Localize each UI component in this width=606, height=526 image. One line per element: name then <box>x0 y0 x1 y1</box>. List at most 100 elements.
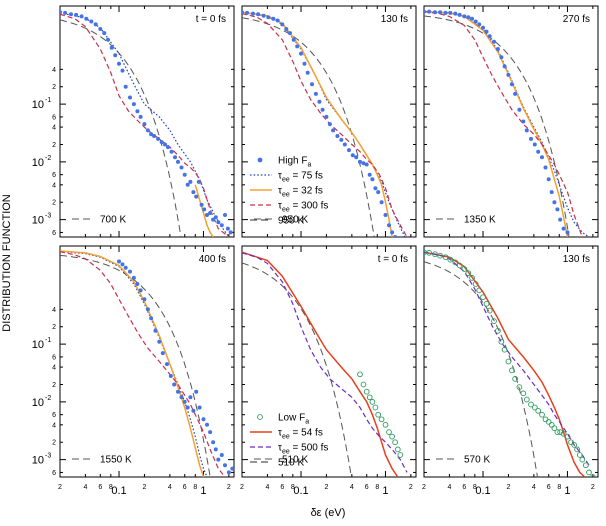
legend-label: High Fa <box>278 156 311 169</box>
data-point <box>506 72 511 77</box>
data-point <box>205 213 209 217</box>
data-point <box>251 11 255 16</box>
y-minor-tick-label: 2 <box>52 324 56 331</box>
x-major-tick-label: 1 <box>382 485 388 497</box>
data-point <box>528 401 534 408</box>
data-point <box>552 200 557 205</box>
data-point <box>131 102 136 107</box>
y-tick-exponent: -2 <box>45 155 51 162</box>
data-point <box>199 202 204 207</box>
data-point <box>168 374 173 378</box>
data-point <box>545 419 552 425</box>
y-minor-tick-label: 2 <box>52 200 56 207</box>
x-minor-tick-label: 6 <box>462 484 466 491</box>
y-minor-tick-label: 6 <box>52 470 56 477</box>
data-point <box>213 447 218 452</box>
data-point <box>457 12 462 17</box>
x-major-tick-label: 1 <box>564 485 570 497</box>
data-point <box>542 416 549 423</box>
data-point <box>123 84 128 89</box>
data-point <box>93 22 98 27</box>
data-point <box>565 230 570 235</box>
data-point <box>442 254 449 261</box>
x-major-tick-label: 0.1 <box>475 485 490 497</box>
plot-area <box>60 10 233 237</box>
data-point <box>366 394 373 401</box>
data-point <box>145 307 150 312</box>
data-point <box>453 11 458 16</box>
data-point <box>448 10 453 15</box>
data-point <box>60 10 62 15</box>
x-minor-tick-label: 4 <box>350 484 354 491</box>
data-point <box>590 474 596 477</box>
thermal-label: 1550 K <box>100 455 132 466</box>
y-tick-exponent: -1 <box>45 337 51 344</box>
data-point <box>512 376 518 382</box>
data-point <box>536 149 541 154</box>
data-point <box>373 186 378 191</box>
data-point <box>191 408 196 413</box>
data-point <box>182 399 187 404</box>
data-point <box>554 429 561 435</box>
model-curve <box>60 250 205 477</box>
data-point <box>397 452 404 458</box>
x-minor-tick-label: 6 <box>547 484 551 491</box>
data-point <box>74 12 79 17</box>
data-point <box>574 446 580 453</box>
x-minor-tick-label: 8 <box>557 484 561 491</box>
data-point <box>169 149 174 154</box>
data-point <box>486 307 493 314</box>
data-point <box>145 128 150 133</box>
data-point <box>131 275 136 280</box>
legend-label: τee = 300 fs <box>278 201 328 214</box>
data-point <box>205 422 209 427</box>
x-minor-tick-label: 2 <box>58 484 62 491</box>
legend-marker <box>257 414 263 420</box>
data-point <box>339 137 344 142</box>
y-minor-tick-label: 6 <box>52 114 56 121</box>
data-point <box>196 179 201 184</box>
y-tick-exponent: -1 <box>45 97 51 104</box>
y-minor-tick-label: 4 <box>52 365 56 372</box>
y-major-tick-label: 10 <box>32 157 44 169</box>
x-minor-tick-label: 2 <box>422 484 426 491</box>
data-point <box>179 165 184 170</box>
plot-area <box>242 251 408 477</box>
data-point <box>523 396 530 403</box>
data-point <box>462 14 467 19</box>
x-major-tick-label: 1 <box>200 485 206 497</box>
data-point <box>492 39 496 44</box>
data-point <box>160 351 165 356</box>
data-point <box>211 217 216 222</box>
panel-title: 270 fs <box>563 14 590 25</box>
thermal-label: 950 K <box>282 215 308 226</box>
data-point <box>358 159 362 164</box>
data-point <box>452 259 459 266</box>
data-point <box>219 453 224 457</box>
data-point <box>142 297 147 302</box>
y-axis-title: DISTRIBUTION FUNCTION <box>1 194 13 332</box>
data-point <box>245 10 250 15</box>
data-point <box>375 411 382 418</box>
data-point <box>179 395 184 400</box>
data-point <box>470 16 474 21</box>
data-point <box>535 407 542 414</box>
data-point <box>120 68 125 73</box>
panel-title: 400 fs <box>199 254 226 265</box>
data-point <box>327 122 332 127</box>
data-point <box>363 388 370 395</box>
data-point <box>484 29 489 34</box>
legend-label: τee = 32 fs <box>278 186 323 199</box>
model-curve <box>424 11 590 237</box>
data-point <box>291 37 296 42</box>
data-point <box>135 282 140 286</box>
x-minor-tick-label: 6 <box>365 484 369 491</box>
plot-area <box>424 249 596 477</box>
thermal-curve <box>60 254 211 477</box>
data-point <box>230 466 234 471</box>
model-curve <box>424 11 583 237</box>
y-major-tick-label: 10 <box>32 99 44 111</box>
